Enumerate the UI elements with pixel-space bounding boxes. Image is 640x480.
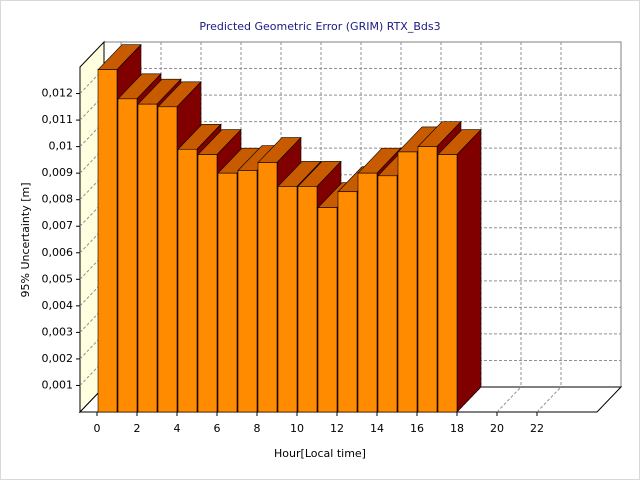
chart-title: Predicted Geometric Error (GRIM) RTX_Bds… (199, 20, 440, 33)
wall-grid-line (79, 227, 105, 254)
y-tick-label: 0,003 (42, 325, 74, 338)
bar (157, 106, 178, 413)
wall-grid-line (79, 94, 105, 121)
wall-grid-line (79, 121, 105, 147)
x-tick-label: 0 (94, 422, 101, 435)
y-tick-label: 0,007 (42, 219, 74, 232)
wall-grid-line (79, 280, 105, 307)
x-tick-label: 12 (330, 422, 344, 435)
y-tick-label: 0,009 (42, 166, 74, 179)
bar (297, 186, 318, 413)
x-tick-label: 6 (214, 422, 221, 435)
x-tick-label: 8 (254, 422, 261, 435)
floor-grid-line (536, 386, 562, 413)
bar (437, 154, 458, 413)
bar (337, 191, 358, 413)
x-tick-label: 2 (134, 422, 141, 435)
bar (317, 207, 338, 413)
y-axis-title: 95% Uncertainty [m] (19, 182, 32, 297)
bar (377, 175, 398, 413)
x-tick-label: 4 (174, 422, 181, 435)
y-tick-label: 0,004 (42, 299, 74, 312)
bar (277, 186, 298, 413)
wall-grid-line (79, 200, 105, 227)
wall-grid-line (79, 68, 105, 94)
wall-grid-line (79, 253, 105, 280)
bar (97, 69, 118, 413)
x-tick-label: 22 (530, 422, 544, 435)
x-tick-label: 16 (410, 422, 424, 435)
y-tick-label: 0,012 (42, 87, 74, 100)
y-tick-label: 0,011 (42, 113, 74, 126)
bar (137, 103, 158, 413)
y-tick-label: 0,005 (42, 272, 74, 285)
x-tick-label: 20 (490, 422, 504, 435)
bar (217, 172, 238, 413)
bar-side (456, 128, 482, 413)
wall-grid-line (79, 360, 105, 386)
bar (117, 98, 138, 413)
bar (197, 154, 218, 413)
y-tick-label: 0,002 (42, 352, 74, 365)
x-tick-label: 10 (290, 422, 304, 435)
floor-grid-line (496, 386, 522, 413)
wall-grid-line (79, 147, 105, 174)
wall-grid-line (79, 333, 105, 360)
bar (417, 146, 438, 413)
x-axis-title: Hour[Local time] (274, 447, 366, 460)
bar (397, 151, 418, 413)
y-tick-label: 0,001 (42, 378, 74, 391)
bar (237, 170, 258, 413)
y-tick-label: 0,008 (42, 193, 74, 206)
wall-grid-line (79, 307, 105, 333)
wall-grid-line (79, 174, 105, 201)
x-tick-label: 14 (370, 422, 384, 435)
y-tick-label: 0,01 (49, 140, 74, 153)
bar (177, 148, 198, 413)
bar (357, 172, 378, 413)
x-tick-label: 18 (450, 422, 464, 435)
bar (257, 162, 278, 413)
y-tick-label: 0,006 (42, 246, 74, 259)
